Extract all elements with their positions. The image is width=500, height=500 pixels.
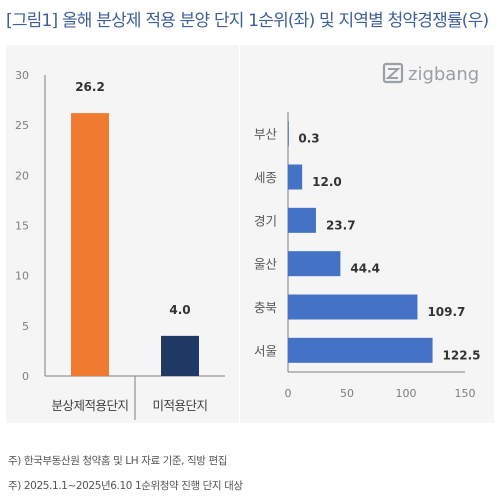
zigbang-logo-icon	[382, 62, 404, 84]
y-tick-label: 0	[22, 370, 29, 383]
y-tick-label: 서울	[254, 343, 277, 358]
data-label: 109.7	[427, 305, 465, 319]
y-tick-label: 15	[15, 220, 29, 233]
x-tick-label: 0	[285, 387, 292, 400]
data-label: 23.7	[326, 218, 356, 232]
y-tick-label: 울산	[254, 257, 278, 272]
y-tick-label: 부산	[254, 127, 278, 142]
bar	[288, 121, 289, 147]
data-label: 4.0	[169, 303, 190, 317]
y-tick-label: 10	[15, 270, 29, 283]
y-tick-label: 30	[15, 69, 29, 82]
chart-title: [그림1] 올해 분상제 적용 분양 단지 1순위(좌) 및 지역별 청약경쟁률…	[6, 11, 489, 31]
footnote-source: 주) 한국부동산원 청약홈 및 LH 자료 기준, 직방 편집	[8, 455, 228, 467]
data-label: 0.3	[298, 132, 319, 146]
bar	[288, 207, 316, 233]
y-tick-label: 경기	[254, 213, 277, 228]
data-label: 44.4	[350, 262, 380, 276]
y-tick-label: 세종	[254, 170, 277, 185]
zigbang-logo-text: zigbang	[408, 64, 479, 85]
bar	[288, 337, 433, 363]
data-label: 12.0	[312, 175, 342, 189]
zigbang-logo-mark	[385, 68, 401, 79]
y-tick-label: 20	[15, 169, 29, 182]
y-tick-label: 5	[22, 320, 29, 333]
x-tick-label: 150	[455, 387, 476, 400]
y-tick-label: 25	[15, 119, 29, 132]
bar	[71, 113, 109, 377]
bar	[288, 251, 341, 277]
x-tick-label: 분상제적용단지	[51, 398, 128, 413]
bar	[161, 335, 199, 376]
left-bar-chart: 0 5 10 15 20 25 30 26.2 분상제적용단지 4.0 미적용단지	[15, 69, 225, 420]
bar	[288, 294, 418, 320]
zigbang-logo: zigbang	[382, 62, 479, 85]
x-tick-label: 50	[340, 387, 354, 400]
data-label: 122.5	[443, 348, 481, 362]
x-tick-label: 100	[396, 387, 417, 400]
data-label: 26.2	[75, 80, 105, 94]
right-bar-chart: 0 50 100 150 0.3 부산 12.0 세종 23.7 경기 44.4 울산 109.7 충북 1…	[254, 112, 481, 400]
bar	[288, 164, 303, 190]
x-tick-label: 미적용단지	[152, 398, 207, 413]
footnote-period: 주) 2025.1.1~2025년6.10 1순위청약 진행 단지 대상	[8, 480, 243, 492]
y-tick-label: 충북	[254, 300, 277, 315]
